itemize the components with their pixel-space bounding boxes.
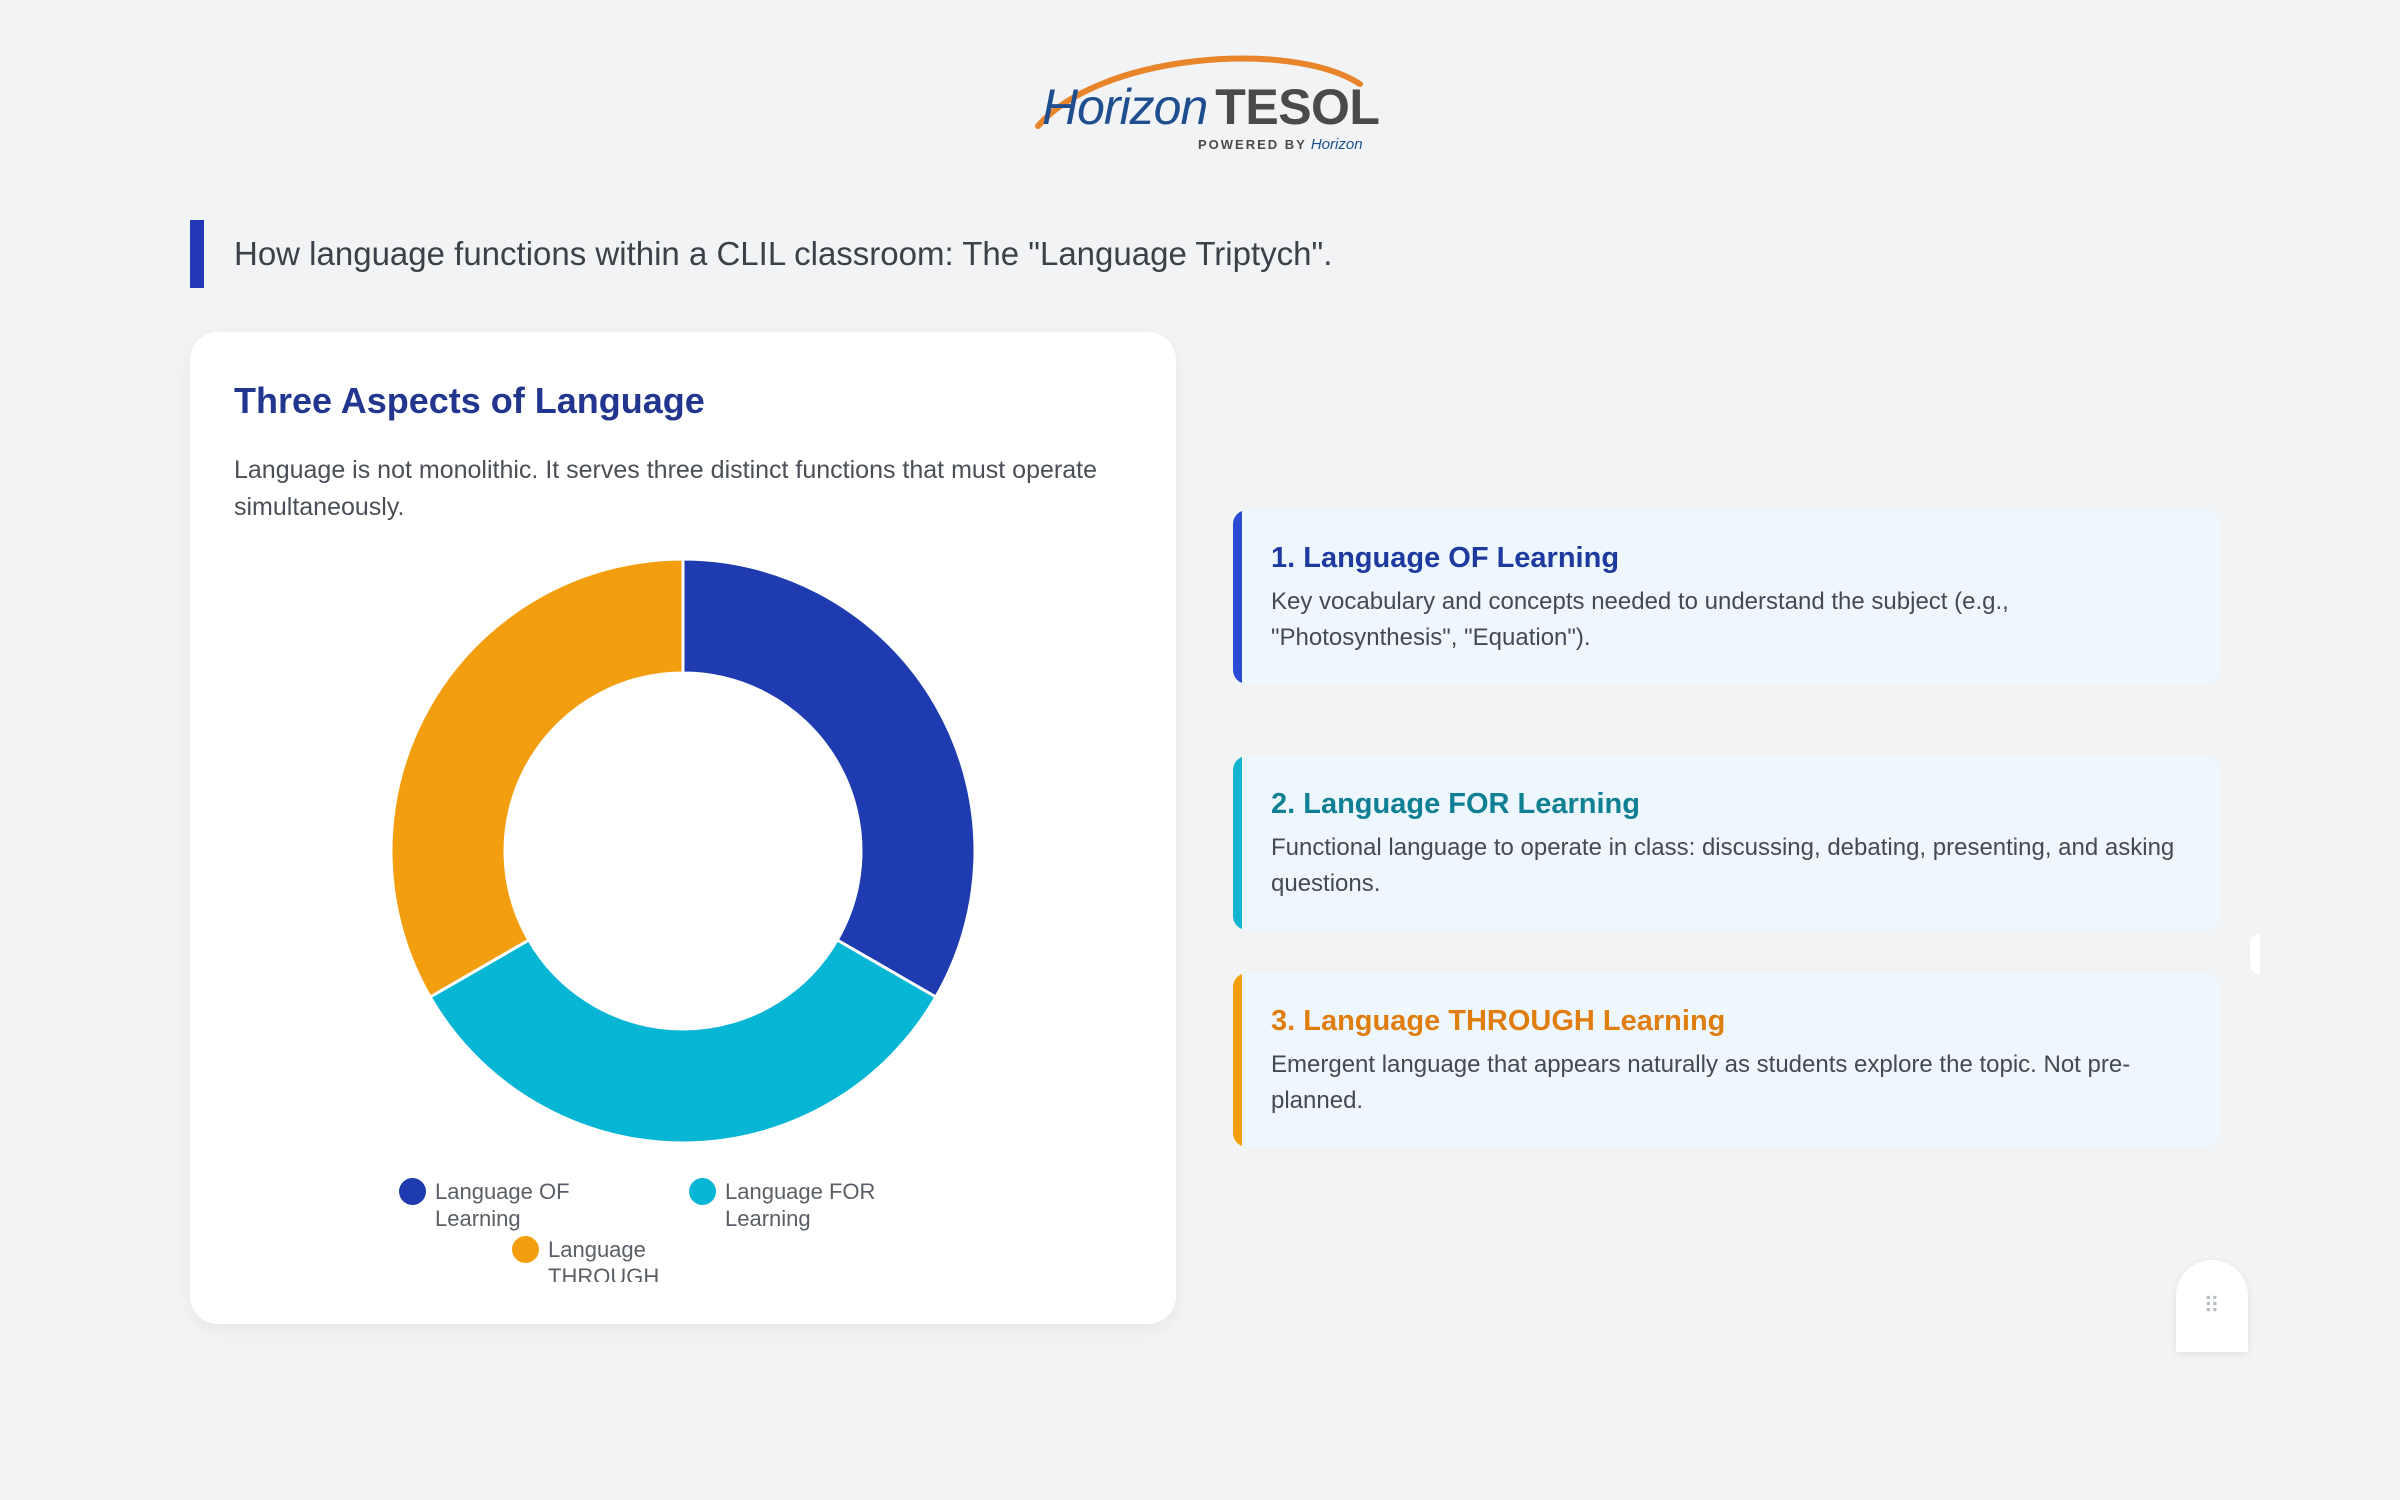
- grip-dots-icon: ⠿: [2203, 1293, 2221, 1318]
- info-card-title: 3. Language THROUGH Learning: [1271, 1005, 1726, 1037]
- logo-word-main: Horizon: [1042, 79, 1208, 135]
- doughnut-slice-2[interactable]: [428, 937, 938, 1145]
- legend-swatch: [399, 1178, 426, 1205]
- floating-widget-button[interactable]: ⠿: [2176, 1260, 2248, 1352]
- chart-legend-area: Language OF Learning Language FOR Learnin…: [190, 332, 1176, 1282]
- info-card-language-through: 3. Language THROUGH Learning Emergent la…: [1233, 973, 2220, 1147]
- chart-card: Three Aspects of Language Language is no…: [190, 332, 1176, 1324]
- logo-tagline-text: POWERED BY: [1198, 137, 1307, 152]
- logo-wordmark: Horizon TESOL: [1042, 79, 1380, 135]
- legend-swatch: [512, 1236, 539, 1263]
- legend-swatch: [689, 1178, 716, 1205]
- legend-item-2[interactable]: Language FOR Learning: [689, 1178, 925, 1232]
- legend-label: Language OF Learning: [435, 1179, 570, 1231]
- doughnut-chart: [389, 557, 977, 1145]
- logo-tagline-brand: Horizon: [1310, 136, 1363, 153]
- section-heading: How language functions within a CLIL cla…: [190, 220, 1332, 288]
- legend-item-1[interactable]: Language OF Learning: [399, 1178, 635, 1232]
- section-heading-text: How language functions within a CLIL cla…: [234, 235, 1333, 272]
- info-card-title: 1. Language OF Learning: [1271, 542, 1620, 574]
- info-card-language-of: 1. Language OF Learning Key vocabulary a…: [1233, 510, 2220, 684]
- doughnut-slice-1[interactable]: [681, 557, 977, 1000]
- legend-label: Language THROUGH Learning: [548, 1237, 660, 1282]
- side-handle[interactable]: [2250, 934, 2260, 974]
- info-card-language-for: 2. Language FOR Learning Functional lang…: [1233, 756, 2220, 930]
- chart-legend: Language OF Learning Language FOR Learnin…: [190, 332, 1176, 1282]
- legend-label: Language FOR Learning: [725, 1179, 876, 1231]
- legend-item-3[interactable]: Language THROUGH Learning: [512, 1236, 748, 1282]
- heading-accent-bar: [190, 220, 204, 288]
- doughnut-slice-3[interactable]: [389, 557, 685, 1000]
- info-card-description: Emergent language that appears naturally…: [1271, 1051, 2131, 1114]
- info-card-description: Key vocabulary and concepts needed to un…: [1271, 588, 2009, 651]
- horizon-tesol-logo: Horizon TESOL POWERED BY Horizon: [1030, 44, 1380, 160]
- chart-card-description: Language is not monolithic. It serves th…: [234, 456, 1097, 521]
- info-card-description: Functional language to operate in class:…: [1271, 834, 2175, 897]
- logo-swoosh-icon: [1035, 55, 1363, 129]
- logo-tagline: POWERED BY Horizon: [1198, 136, 1363, 153]
- chart-card-title: Three Aspects of Language: [234, 380, 705, 421]
- logo-word-accent: TESOL: [1215, 79, 1380, 135]
- info-card-title: 2. Language FOR Learning: [1271, 788, 1640, 820]
